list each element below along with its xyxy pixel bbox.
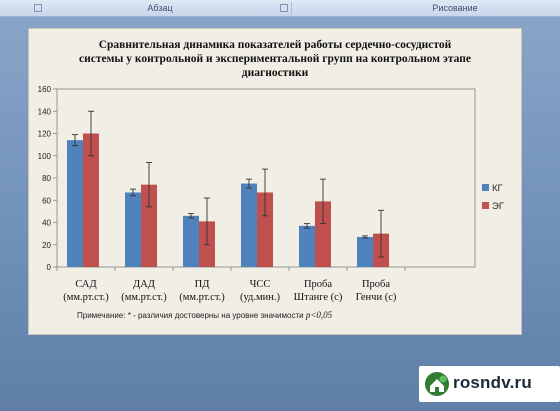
y-tick-label: 140 — [38, 107, 52, 116]
bar-эг — [141, 184, 157, 267]
house-tree-logo-icon — [425, 372, 449, 396]
dialog-launcher-icon[interactable] — [280, 4, 288, 12]
chart-title: Сравнительная динамика показателей работ… — [79, 39, 471, 79]
watermark-text: rosndv.ru — [453, 373, 532, 392]
y-tick-label: 80 — [42, 174, 51, 183]
dialog-launcher-icon[interactable] — [34, 4, 42, 12]
legend-swatch-эг — [482, 202, 489, 209]
bar-эг — [315, 201, 331, 267]
note-p-value: p<0,05 — [305, 310, 333, 320]
ribbon-group-drawing: Рисование — [432, 3, 478, 13]
y-tick-label: 0 — [47, 263, 52, 272]
bar-эг — [257, 192, 273, 267]
ribbon-separator — [291, 2, 292, 14]
chart-slide: Сравнительная динамика показателей работ… — [28, 28, 522, 335]
x-tick-label: ЧСС — [250, 279, 271, 290]
x-tick-label: (мм.рт.ст.) — [63, 292, 109, 303]
bar-кг — [125, 192, 141, 267]
x-tick-label: ПД — [195, 279, 210, 290]
x-tick-label: Генчи (с) — [356, 292, 397, 303]
ribbon-group-paragraph: Абзац — [147, 3, 173, 13]
legend-swatch-кг — [482, 184, 489, 191]
legend-label-кг: КГ — [492, 183, 503, 194]
x-tick-label: Проба — [362, 279, 390, 290]
watermark: rosndv.ru — [419, 366, 560, 402]
x-tick-label: (уд.мин.) — [240, 292, 281, 303]
x-tick-label: Штанге (с) — [294, 292, 343, 303]
y-tick-label: 100 — [38, 152, 52, 161]
x-tick-label: (мм.рт.ст.) — [121, 292, 167, 303]
bar-chart: 0 20 40 60 80 100 120 140 160 САД (мм.рт.ст.) ДАД (м… — [38, 85, 504, 303]
y-tick-label: 60 — [42, 196, 51, 205]
y-tick-label: 20 — [42, 241, 51, 250]
bar-кг — [241, 183, 257, 267]
y-tick-label: 120 — [38, 130, 52, 139]
y-tick-label: 40 — [42, 219, 51, 228]
chart-note: Примечание: * - различия достоверны на у… — [77, 310, 517, 320]
x-tick-label: (мм.рт.ст.) — [179, 292, 225, 303]
bar-кг — [299, 225, 315, 267]
bar-кг — [183, 215, 199, 267]
bar-эг — [83, 133, 99, 267]
ribbon-bar: Абзац Рисование — [0, 0, 560, 17]
x-tick-label: Проба — [304, 279, 332, 290]
legend-label-эг: ЭГ — [492, 201, 504, 212]
bar-кг — [67, 140, 83, 267]
x-tick-label: САД — [75, 279, 96, 290]
y-tick-label: 160 — [38, 85, 52, 94]
note-text: Примечание: * - различия достоверны на у… — [77, 311, 306, 320]
bar-кг — [357, 236, 373, 267]
x-tick-label: ДАД — [133, 279, 155, 290]
